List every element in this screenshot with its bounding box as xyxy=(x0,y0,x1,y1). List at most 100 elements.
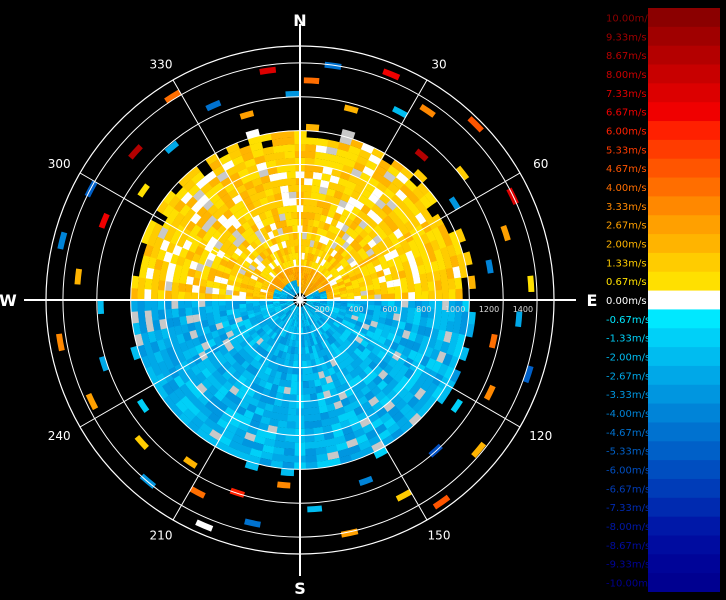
velocity-gate xyxy=(318,235,326,244)
velocity-gate xyxy=(302,374,309,382)
legend-swatch xyxy=(648,102,720,122)
velocity-gate xyxy=(414,300,423,310)
velocity-gate xyxy=(290,312,295,319)
velocity-gate xyxy=(312,291,320,296)
velocity-gate xyxy=(304,305,310,311)
velocity-gate xyxy=(158,269,168,282)
velocity-gate xyxy=(248,277,257,284)
velocity-gate xyxy=(232,308,241,315)
velocity-gate xyxy=(385,389,398,402)
velocity-gate xyxy=(373,288,382,296)
velocity-gate xyxy=(287,325,292,333)
velocity-gate xyxy=(289,318,294,326)
velocity-gate xyxy=(320,325,328,333)
velocity-gate xyxy=(167,378,180,392)
legend-label: 4.00m/s xyxy=(606,183,647,194)
velocity-gate xyxy=(223,406,236,418)
velocity-gate xyxy=(398,337,409,348)
velocity-gate xyxy=(291,273,296,281)
velocity-gate xyxy=(314,313,321,320)
velocity-gate xyxy=(173,386,186,401)
velocity-gate xyxy=(286,297,294,300)
velocity-gate xyxy=(400,307,409,316)
velocity-gate xyxy=(360,446,375,458)
velocity-gate xyxy=(305,303,312,309)
velocity-gate xyxy=(157,226,169,240)
velocity-gate xyxy=(300,326,304,335)
velocity-gate xyxy=(302,279,306,287)
velocity-gate xyxy=(331,259,340,268)
velocity-gate xyxy=(175,186,189,200)
velocity-gate xyxy=(336,327,344,336)
velocity-gate xyxy=(285,421,296,429)
velocity-gate xyxy=(157,359,169,374)
velocity-gate xyxy=(262,313,271,320)
velocity-gate xyxy=(252,305,261,310)
velocity-gate xyxy=(432,270,442,282)
velocity-gate xyxy=(265,275,273,283)
velocity-gate xyxy=(333,304,341,309)
velocity-gate xyxy=(402,196,415,210)
velocity-gate xyxy=(289,387,297,395)
velocity-gate xyxy=(197,393,210,406)
velocity-gate xyxy=(347,444,361,456)
velocity-gate xyxy=(294,306,298,314)
velocity-gate xyxy=(441,353,453,367)
velocity-gate xyxy=(346,288,354,294)
velocity-gate xyxy=(313,378,322,387)
velocity-gate xyxy=(367,300,375,306)
velocity-gate xyxy=(250,274,259,281)
velocity-gate xyxy=(247,281,256,287)
velocity-gate xyxy=(280,351,287,360)
legend-label: -8.67m/s xyxy=(606,541,650,552)
velocity-gate xyxy=(335,277,344,284)
velocity-gate xyxy=(437,223,450,238)
velocity-gate xyxy=(312,178,322,187)
bearing-label: 240 xyxy=(48,429,71,443)
velocity-gate xyxy=(140,254,151,268)
velocity-gate xyxy=(282,323,289,331)
velocity-gate xyxy=(353,287,361,293)
velocity-gate xyxy=(309,285,316,292)
velocity-gate xyxy=(150,299,159,311)
echo-gate xyxy=(395,489,413,502)
velocity-gate xyxy=(162,190,177,205)
echo-gate xyxy=(244,518,261,528)
velocity-gate xyxy=(245,295,253,300)
velocity-gate xyxy=(371,147,386,160)
velocity-gate xyxy=(393,217,405,229)
velocity-gate xyxy=(443,379,456,395)
velocity-gate xyxy=(313,301,321,305)
velocity-gate xyxy=(386,280,395,289)
velocity-gate xyxy=(184,291,192,300)
velocity-gate xyxy=(290,346,296,355)
velocity-gate xyxy=(317,287,325,292)
velocity-gate xyxy=(243,180,255,191)
velocity-gate xyxy=(261,444,275,454)
velocity-gate xyxy=(279,248,286,257)
velocity-gate xyxy=(225,299,233,306)
velocity-gate xyxy=(265,396,276,406)
velocity-gate xyxy=(270,131,284,140)
velocity-gate xyxy=(320,301,328,304)
velocity-gate xyxy=(215,400,229,413)
velocity-gate xyxy=(271,279,279,286)
velocity-gate xyxy=(318,266,326,274)
velocity-gate xyxy=(158,318,168,330)
velocity-gate xyxy=(303,184,313,193)
cardinal-label: S xyxy=(294,579,306,598)
velocity-gate xyxy=(191,171,205,185)
velocity-gate xyxy=(360,300,368,306)
velocity-gate xyxy=(333,294,341,298)
velocity-gate xyxy=(374,300,382,307)
velocity-gate xyxy=(379,176,393,189)
velocity-gate xyxy=(438,319,448,332)
velocity-gate xyxy=(332,321,341,329)
velocity-gate xyxy=(282,307,290,313)
velocity-gate xyxy=(425,229,437,243)
velocity-gate xyxy=(286,300,294,303)
velocity-gate xyxy=(301,360,308,368)
velocity-gate xyxy=(395,328,405,338)
velocity-gate xyxy=(327,276,335,283)
velocity-gate xyxy=(208,175,222,188)
